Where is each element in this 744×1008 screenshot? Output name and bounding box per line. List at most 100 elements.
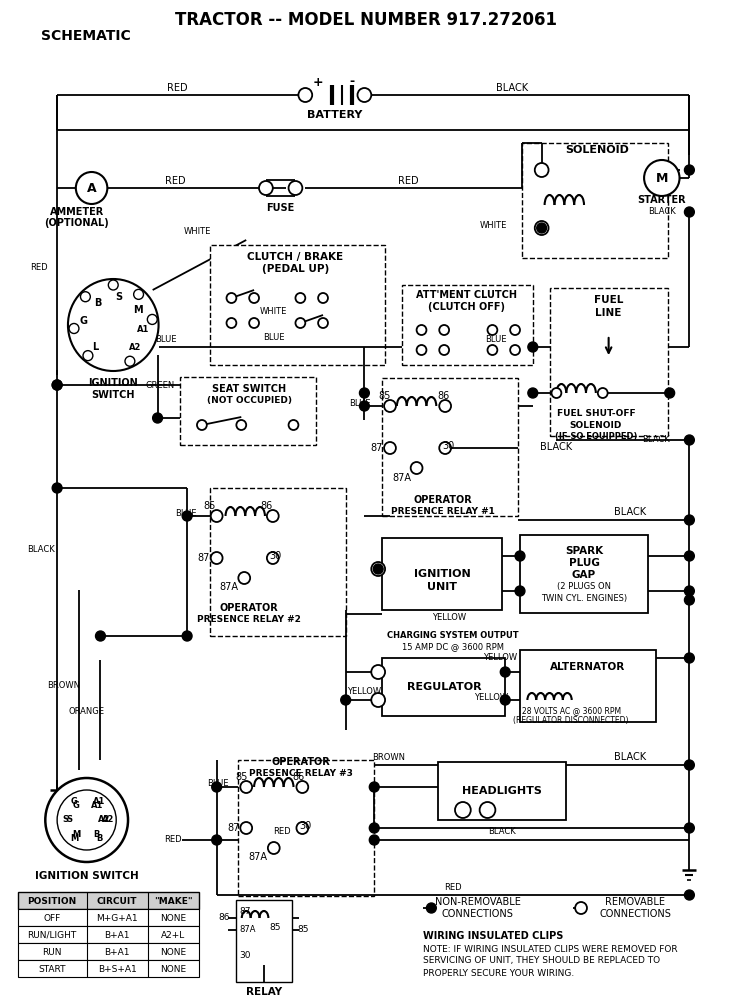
Text: SERVICING OF UNIT, THEY SHOULD BE REPLACED TO: SERVICING OF UNIT, THEY SHOULD BE REPLAC… [423,957,661,966]
Text: REMOVABLE
CONNECTIONS: REMOVABLE CONNECTIONS [599,897,671,919]
Bar [237,900,292,982]
Text: 85: 85 [235,772,248,782]
Text: SPARK: SPARK [565,546,603,556]
Circle shape [510,325,520,335]
Text: M: M [133,305,143,314]
Circle shape [684,551,694,561]
Circle shape [411,462,423,474]
Circle shape [289,181,302,195]
Text: WIRING INSULATED CLIPS: WIRING INSULATED CLIPS [423,931,564,941]
Circle shape [515,586,525,596]
Text: RED: RED [30,263,48,272]
Circle shape [69,324,79,334]
Text: 87A: 87A [248,852,268,862]
Circle shape [237,420,246,430]
Text: BLACK: BLACK [642,435,670,445]
Circle shape [528,342,538,352]
Circle shape [212,782,222,792]
Circle shape [211,552,222,564]
Circle shape [267,552,279,564]
Circle shape [76,172,107,204]
Text: BLUE: BLUE [207,779,228,788]
Bar [402,285,533,365]
Text: SOLENOID: SOLENOID [565,145,629,155]
Text: BLACK: BLACK [648,208,676,217]
Text: S: S [62,815,68,825]
Text: GREEN: GREEN [145,380,174,389]
Text: REGULATOR: REGULATOR [407,682,481,692]
Text: 87A: 87A [240,925,256,934]
Text: PRESENCE RELAY #1: PRESENCE RELAY #1 [391,507,495,516]
Bar [522,143,667,258]
Text: 15 AMP DC @ 3600 RPM: 15 AMP DC @ 3600 RPM [402,642,504,651]
Circle shape [371,665,385,679]
Circle shape [535,221,548,235]
Circle shape [369,823,379,833]
Circle shape [95,631,106,641]
Text: RELAY: RELAY [246,987,282,997]
Text: 87A: 87A [219,582,238,592]
Text: BLUE: BLUE [486,336,507,345]
Text: 87A: 87A [392,473,411,483]
Circle shape [373,564,383,574]
Text: RED: RED [165,176,185,186]
Circle shape [515,551,525,561]
Text: FUEL: FUEL [594,295,623,305]
Circle shape [80,291,90,301]
Text: BROWN: BROWN [373,753,405,761]
Text: 86: 86 [219,913,231,922]
Circle shape [249,318,259,328]
Text: PRESENCE RELAY #2: PRESENCE RELAY #2 [197,616,301,625]
Text: A1: A1 [93,797,106,806]
Text: (REGULATOR DISCONNECTED): (REGULATOR DISCONNECTED) [513,717,629,726]
Text: CHARGING SYSTEM OUTPUT: CHARGING SYSTEM OUTPUT [387,630,519,639]
Bar [180,377,316,445]
Text: RED: RED [164,836,182,845]
Bar [57,805,116,835]
Bar [18,926,199,943]
Text: BLACK: BLACK [28,545,55,554]
Text: TRACTOR -- MODEL NUMBER 917.272061: TRACTOR -- MODEL NUMBER 917.272061 [176,11,557,29]
Text: OPERATOR: OPERATOR [272,757,331,767]
Text: PLUG: PLUG [568,558,600,568]
Bar [18,960,199,977]
Circle shape [644,160,679,196]
Text: OPERATOR: OPERATOR [414,495,472,505]
Text: 87: 87 [227,823,240,833]
Circle shape [439,442,451,454]
Circle shape [267,510,279,522]
Circle shape [68,279,158,371]
Bar [382,658,505,716]
Text: ORANGE: ORANGE [68,708,105,717]
Text: RED: RED [273,828,290,837]
Text: YELLOW: YELLOW [347,687,382,697]
Text: -: - [349,76,354,89]
Circle shape [182,631,192,641]
Text: 30: 30 [240,952,251,961]
Circle shape [684,435,694,445]
Circle shape [52,380,62,390]
Bar [520,535,648,613]
Circle shape [500,667,510,677]
Text: ATT'MENT CLUTCH: ATT'MENT CLUTCH [417,290,517,300]
Circle shape [296,781,308,793]
Text: ALTERNATOR: ALTERNATOR [551,662,626,672]
Text: B+S+A1: B+S+A1 [97,965,137,974]
Text: START: START [39,965,66,974]
Bar [18,943,199,960]
Text: BLUE: BLUE [155,336,176,345]
Circle shape [439,400,451,412]
Text: B: B [94,831,100,840]
Bar [210,245,385,365]
Text: M: M [72,831,80,840]
Text: (CLUTCH OFF): (CLUTCH OFF) [429,302,505,312]
Text: M: M [655,171,668,184]
Circle shape [318,293,328,303]
Text: 86: 86 [292,772,304,782]
Text: G: G [73,800,80,809]
Circle shape [371,562,385,576]
Text: BLUE: BLUE [349,398,371,407]
Circle shape [369,782,379,792]
Circle shape [341,695,350,705]
Text: CLUTCH / BRAKE: CLUTCH / BRAKE [248,252,344,262]
